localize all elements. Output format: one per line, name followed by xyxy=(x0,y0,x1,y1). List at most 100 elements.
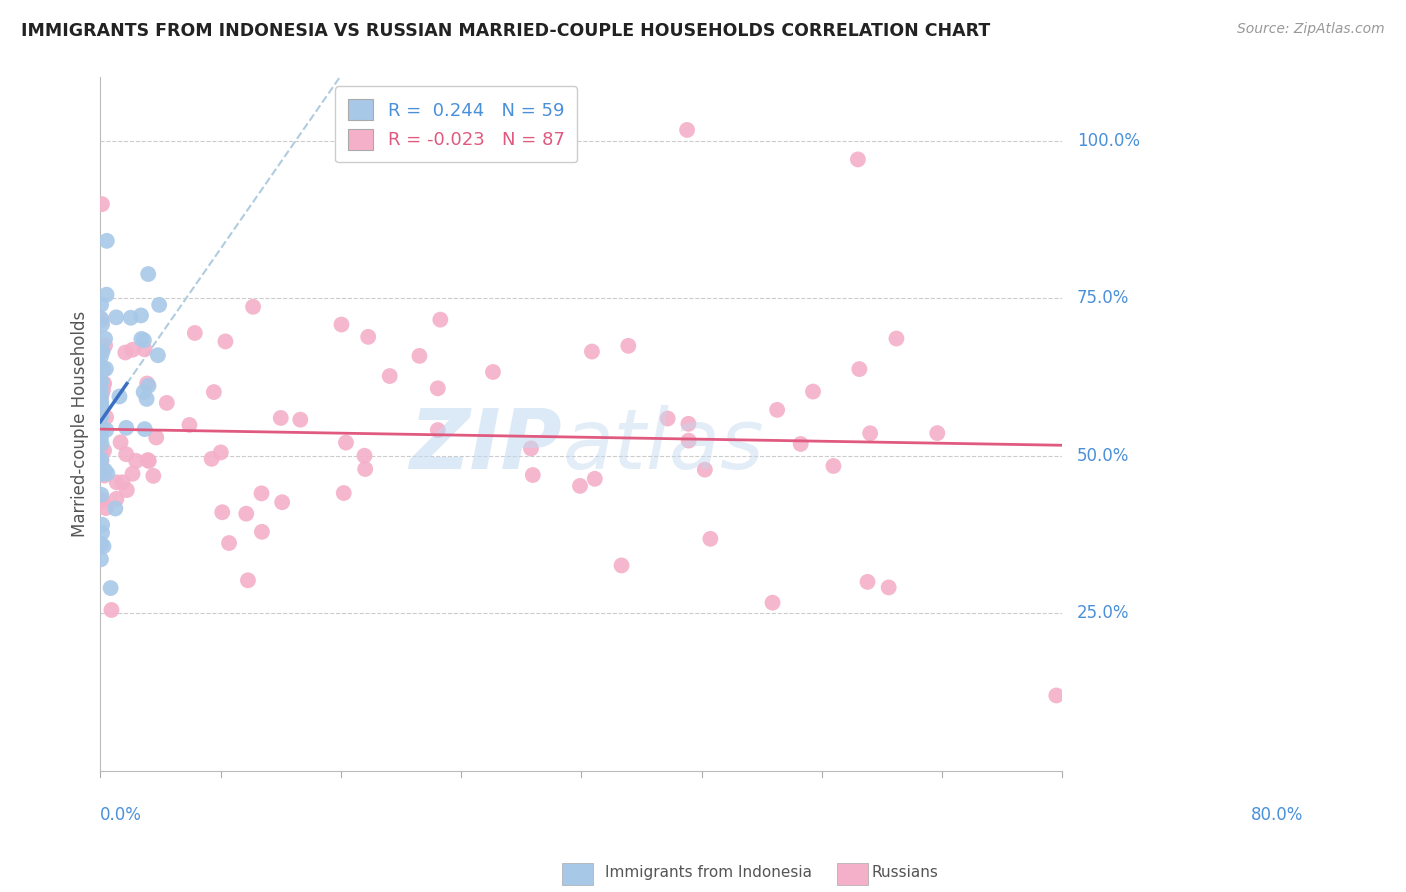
Point xyxy=(209,445,232,459)
Point xyxy=(90,311,112,326)
Point xyxy=(789,437,811,451)
Point xyxy=(426,381,449,395)
Point xyxy=(93,376,115,391)
Point xyxy=(91,421,114,435)
Point xyxy=(610,558,633,573)
Point xyxy=(886,331,908,345)
Point xyxy=(657,411,679,425)
Point xyxy=(90,359,112,373)
Point xyxy=(96,234,118,248)
Point xyxy=(927,426,949,441)
Point xyxy=(134,422,156,436)
Point xyxy=(90,421,112,435)
Text: 100.0%: 100.0% xyxy=(1077,131,1140,150)
Point xyxy=(330,318,353,332)
Y-axis label: Married-couple Households: Married-couple Households xyxy=(72,311,89,537)
Point xyxy=(90,397,112,411)
Point xyxy=(93,468,115,483)
Point xyxy=(96,467,118,481)
Point xyxy=(357,330,380,344)
Point xyxy=(96,423,118,437)
Point xyxy=(134,343,156,357)
Point xyxy=(91,525,114,540)
Point xyxy=(332,486,354,500)
Point xyxy=(90,374,112,388)
Point xyxy=(94,501,117,516)
Text: ZIP: ZIP xyxy=(409,405,562,485)
Point xyxy=(214,334,236,349)
Point xyxy=(848,362,870,376)
Point xyxy=(184,326,207,340)
Point xyxy=(114,345,136,359)
Point xyxy=(104,501,127,516)
Point xyxy=(142,468,165,483)
Point xyxy=(94,338,117,352)
Point xyxy=(90,494,112,508)
Point xyxy=(378,369,401,384)
Text: Immigrants from Indonesia: Immigrants from Indonesia xyxy=(605,865,811,880)
Point xyxy=(90,452,112,467)
Point xyxy=(429,312,451,326)
Text: 80.0%: 80.0% xyxy=(1250,805,1303,824)
Point xyxy=(846,153,869,167)
Point xyxy=(202,385,225,400)
Point xyxy=(90,375,112,389)
Point xyxy=(569,479,592,493)
Point xyxy=(93,376,115,391)
Point xyxy=(218,536,240,550)
Point xyxy=(250,486,273,500)
Point xyxy=(211,505,233,519)
Point xyxy=(676,123,699,137)
Text: IMMIGRANTS FROM INDONESIA VS RUSSIAN MARRIED-COUPLE HOUSEHOLDS CORRELATION CHART: IMMIGRANTS FROM INDONESIA VS RUSSIAN MAR… xyxy=(21,22,990,40)
Point xyxy=(94,361,117,376)
Point xyxy=(90,445,112,459)
Point xyxy=(90,424,112,438)
Point xyxy=(766,402,789,417)
Text: 75.0%: 75.0% xyxy=(1077,289,1129,307)
Point xyxy=(522,468,544,483)
Point xyxy=(91,363,114,377)
Point xyxy=(132,333,155,347)
Point xyxy=(354,462,377,476)
Text: Source: ZipAtlas.com: Source: ZipAtlas.com xyxy=(1237,22,1385,37)
Text: 25.0%: 25.0% xyxy=(1077,605,1129,623)
Point xyxy=(105,491,128,506)
Point xyxy=(145,430,167,444)
Point xyxy=(100,581,122,595)
Point xyxy=(581,344,603,359)
Point xyxy=(94,410,117,425)
Point xyxy=(148,298,170,312)
Point xyxy=(426,423,449,437)
Point xyxy=(135,392,157,406)
Point xyxy=(96,287,118,301)
Point xyxy=(90,298,112,312)
Point xyxy=(353,449,375,463)
Legend: R =  0.244   N = 59, R = -0.023   N = 87: R = 0.244 N = 59, R = -0.023 N = 87 xyxy=(336,87,578,162)
Point xyxy=(90,488,112,502)
Point xyxy=(90,467,112,481)
Point xyxy=(91,364,114,378)
Point xyxy=(761,596,783,610)
Point xyxy=(120,310,142,325)
Point xyxy=(90,409,112,423)
Point xyxy=(693,463,716,477)
Point xyxy=(94,463,117,477)
Point xyxy=(678,434,700,448)
Point xyxy=(90,552,112,566)
Point xyxy=(271,495,294,509)
Point xyxy=(136,453,159,467)
Point xyxy=(90,400,112,414)
Point xyxy=(108,389,131,403)
Point xyxy=(90,399,112,413)
Point xyxy=(111,475,134,490)
Point xyxy=(270,411,292,425)
Text: 50.0%: 50.0% xyxy=(1077,447,1129,465)
Point xyxy=(125,454,148,468)
Point xyxy=(110,435,132,450)
Point xyxy=(146,348,169,362)
Point xyxy=(138,454,160,468)
Point xyxy=(408,349,430,363)
Point xyxy=(678,417,700,431)
Point xyxy=(91,466,114,480)
Point xyxy=(115,447,138,461)
